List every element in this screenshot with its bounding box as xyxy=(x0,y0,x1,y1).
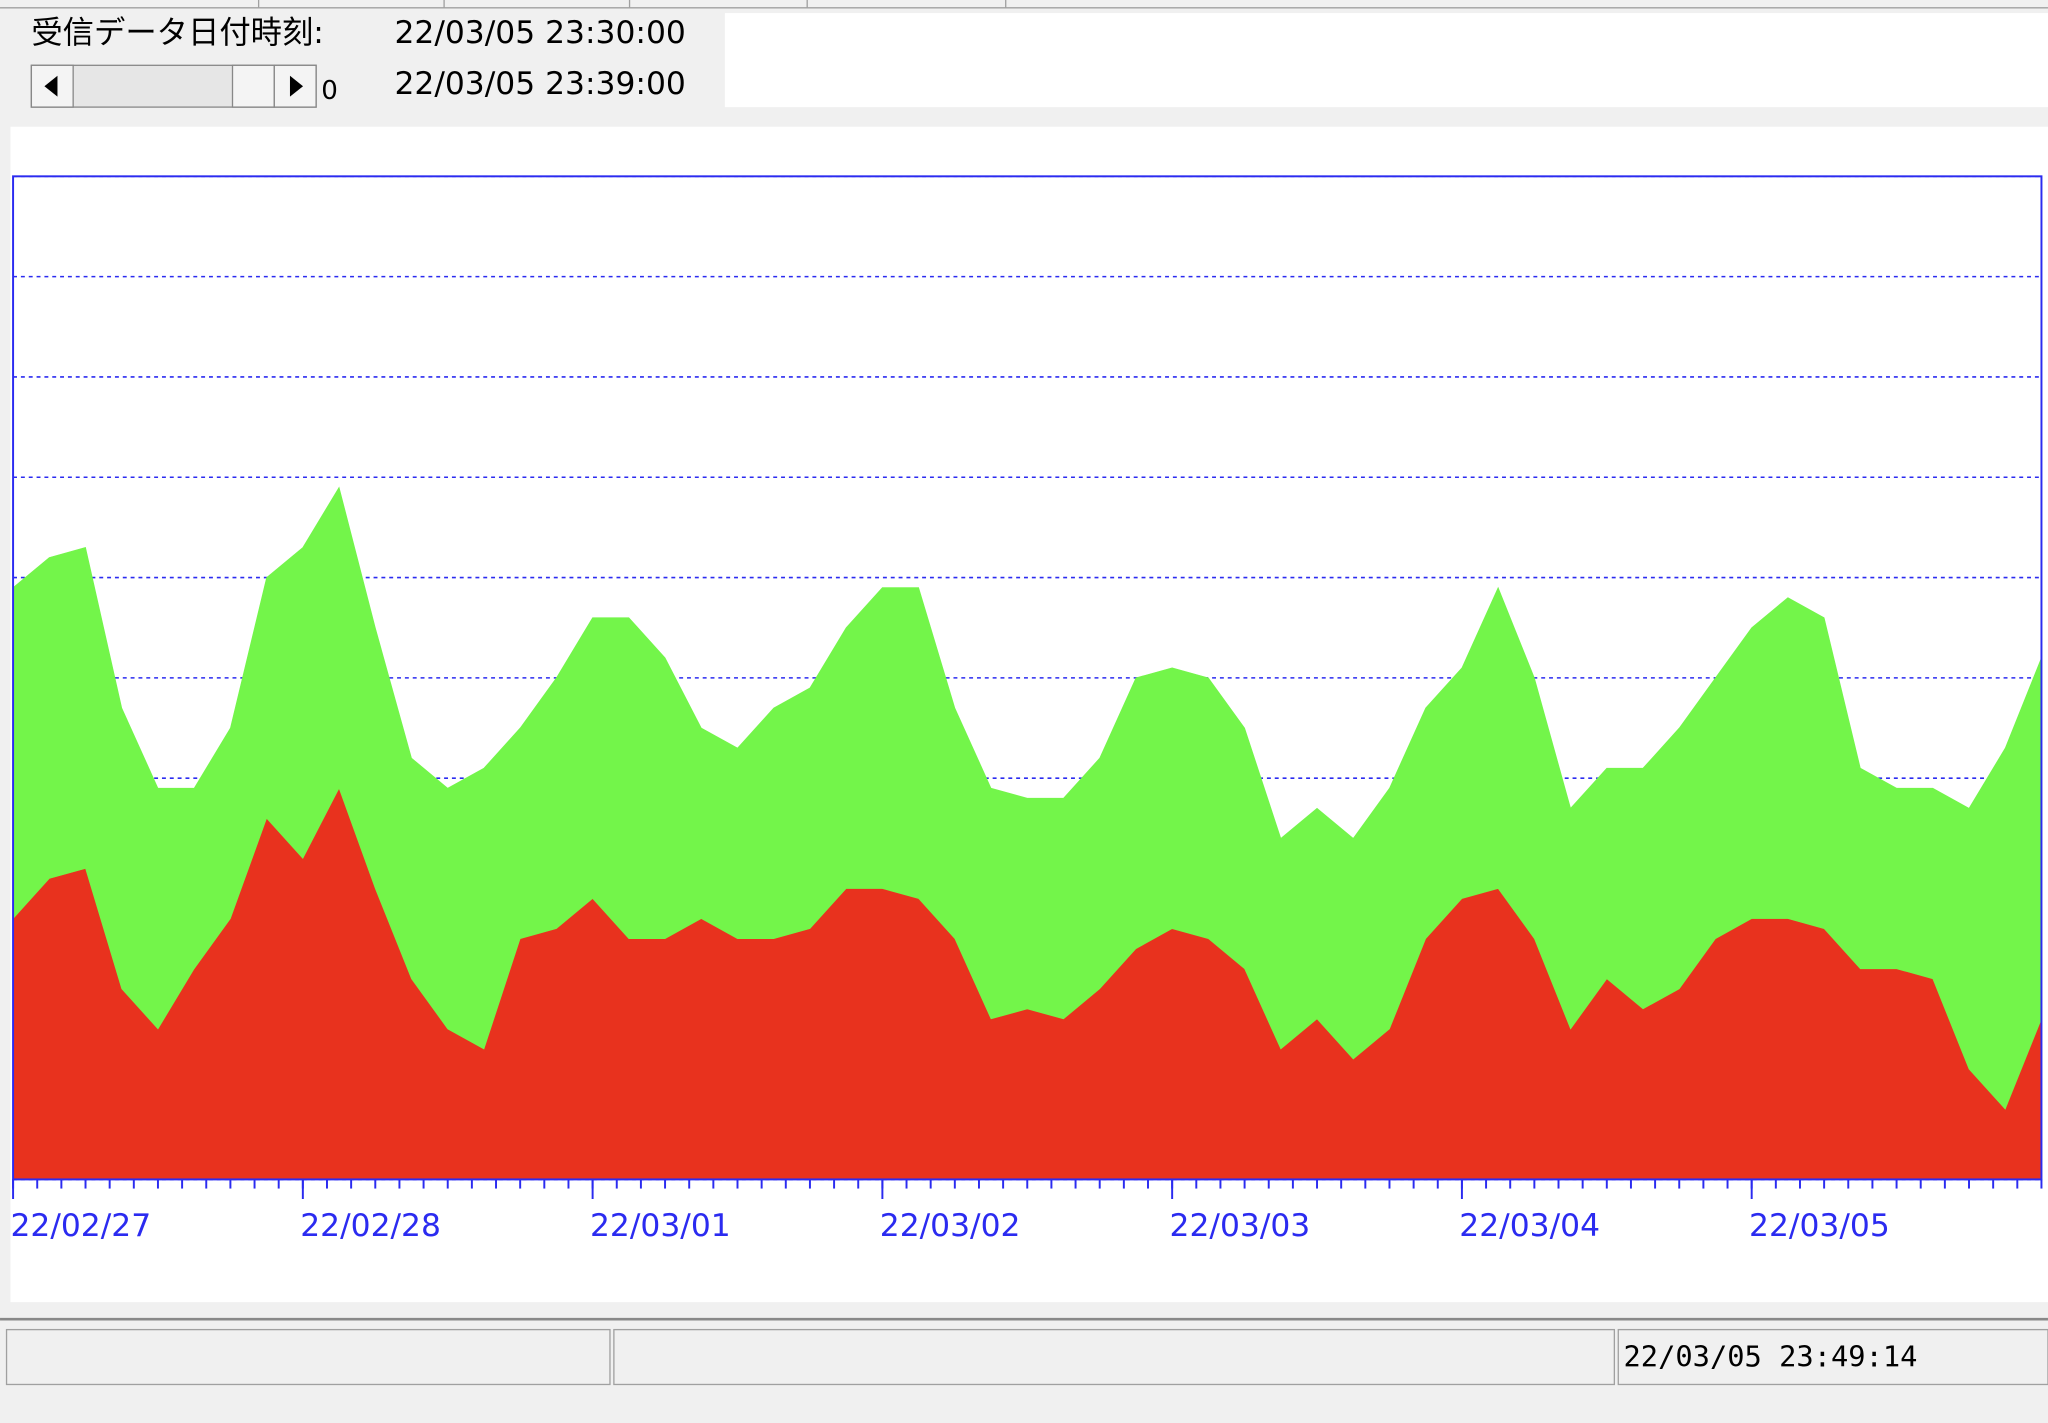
x-tick-label: 22/02/28 xyxy=(300,1208,441,1244)
status-pane xyxy=(5,1328,611,1386)
x-tick-label: 22/03/04 xyxy=(1459,1208,1600,1244)
x-tick-label: 22/03/03 xyxy=(1170,1208,1311,1244)
scrollbar[interactable] xyxy=(30,64,317,108)
status-timestamp: 22/03/05 23:49:14 xyxy=(1624,1339,1918,1373)
x-tick-label: 22/03/05 xyxy=(1749,1208,1890,1244)
time-to: 22/03/05 23:39:00 xyxy=(394,66,685,102)
plot-frame xyxy=(12,175,2043,1181)
arrow-right xyxy=(289,75,304,97)
scroll-thumb[interactable] xyxy=(231,64,275,108)
x-tick-label: 22/03/01 xyxy=(590,1208,731,1244)
status-pane xyxy=(613,1328,1616,1386)
status-bar: 22/03/05 23:49:14 xyxy=(0,1317,2048,1386)
x-tick-label: 22/02/27 xyxy=(10,1208,151,1244)
header-label: 受信データ日付時刻: xyxy=(31,15,324,51)
info-panel xyxy=(724,13,2048,108)
plot: 22/02/27 22/02/28 22/03/01 22/03/02 22/03/03… xyxy=(10,175,2043,1244)
time-from: 22/03/05 23:30:00 xyxy=(394,15,685,51)
status-pane xyxy=(1617,1328,2048,1386)
tabs xyxy=(0,0,2048,9)
x-tick-label: 22/03/02 xyxy=(880,1208,1021,1244)
scroll-value: 0 xyxy=(321,76,338,106)
arrow-left xyxy=(44,75,58,97)
